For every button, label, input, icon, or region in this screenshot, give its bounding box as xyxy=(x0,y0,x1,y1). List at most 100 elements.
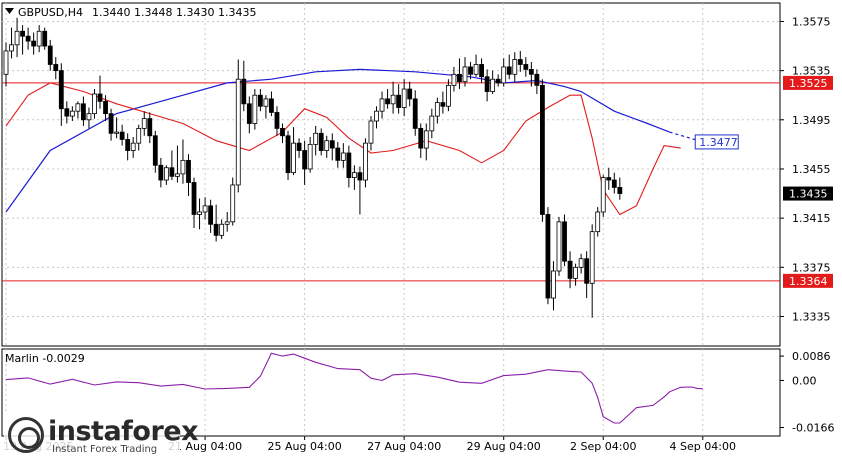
candle xyxy=(202,197,208,220)
candle-body-bull xyxy=(263,98,269,107)
candle-body-bear xyxy=(329,140,335,149)
candle xyxy=(351,165,357,190)
ohlc-readout: 1.3440 1.3448 1.3430 1.3435 xyxy=(92,6,256,19)
candle xyxy=(617,177,623,200)
candle-body-bear xyxy=(47,45,53,65)
candle xyxy=(363,138,368,188)
candle-body-bear xyxy=(186,159,191,183)
candle-body-bear xyxy=(335,147,341,161)
candle xyxy=(180,139,186,184)
candle xyxy=(340,143,346,168)
candle xyxy=(246,96,252,134)
candle xyxy=(534,69,540,94)
candle-body-bull xyxy=(556,221,562,272)
level-price-tag xyxy=(783,273,833,288)
candle-body-bear xyxy=(119,131,125,140)
candle-body-bear xyxy=(440,102,446,107)
candle-body-bull xyxy=(429,115,435,132)
candle xyxy=(335,141,341,168)
candle-body-bull xyxy=(573,266,578,279)
candle xyxy=(263,95,269,119)
candle xyxy=(103,95,108,122)
candle-body-bull xyxy=(324,140,330,151)
candle xyxy=(501,58,507,87)
candle xyxy=(20,25,25,55)
main-chart-frame xyxy=(1,2,781,347)
candle-body-bull xyxy=(451,73,457,86)
level-price-tag xyxy=(783,75,833,90)
candle xyxy=(119,124,125,146)
candle-body-bull xyxy=(595,211,601,233)
candle-body-bull xyxy=(374,110,379,122)
candle xyxy=(163,165,169,185)
candle-body-bear xyxy=(147,118,153,137)
candle xyxy=(556,216,562,276)
candle-body-bull xyxy=(390,94,396,105)
candle-body-bear xyxy=(125,139,131,151)
candle xyxy=(562,214,567,267)
price-axis[interactable]: 1.35751.35351.34951.34551.34151.33751.33… xyxy=(694,15,833,323)
candle xyxy=(130,137,136,158)
candle xyxy=(589,224,595,318)
candle-body-bear xyxy=(506,66,512,75)
candle xyxy=(42,27,48,50)
candle xyxy=(97,75,103,109)
candle xyxy=(412,90,418,136)
candle-body-bear xyxy=(302,150,308,170)
candle xyxy=(396,84,402,114)
candle-body-bear xyxy=(274,112,280,129)
candle-body-bear xyxy=(191,182,197,215)
moving-averages xyxy=(5,68,703,216)
candle xyxy=(58,63,64,126)
candle-body-bear xyxy=(495,78,501,84)
candle xyxy=(224,211,230,232)
candle xyxy=(545,207,551,305)
candle xyxy=(385,89,390,109)
oscillator-frame xyxy=(1,348,781,437)
candle xyxy=(584,251,590,299)
candle-body-bear xyxy=(617,187,623,194)
candle xyxy=(600,175,606,217)
candle xyxy=(108,108,114,141)
candle xyxy=(86,107,92,129)
candle-body-bull xyxy=(445,84,451,107)
candle-body-bull xyxy=(551,270,556,299)
oscillator-axis[interactable]: 0.0086 0.00 -0.0166 xyxy=(780,350,834,434)
candle xyxy=(136,124,142,151)
candle-body-bear xyxy=(523,64,529,70)
candle xyxy=(390,81,396,114)
candle xyxy=(540,79,545,222)
symbol-label: GBPUSD,H4 xyxy=(18,6,83,19)
candle xyxy=(595,207,601,237)
candle xyxy=(285,130,291,181)
candle xyxy=(230,177,236,226)
candle xyxy=(457,58,462,90)
candle-body-bull xyxy=(401,88,407,108)
candle xyxy=(512,52,518,82)
candle-body-bull xyxy=(130,142,136,151)
candle-body-bear xyxy=(534,73,540,86)
candle xyxy=(506,54,512,80)
candle xyxy=(69,106,75,122)
candle-body-bear xyxy=(479,64,484,78)
candle-body-bear xyxy=(53,64,59,72)
candle-body-bear xyxy=(296,142,302,151)
time-tick-label: 27 Aug 04:00 xyxy=(367,440,441,453)
candle-body-bull xyxy=(512,59,518,75)
candle xyxy=(92,89,97,119)
collapse-triangle-icon[interactable] xyxy=(5,8,14,14)
candle-body-bull xyxy=(69,110,75,117)
marlin-line xyxy=(5,352,703,424)
candle xyxy=(197,198,202,230)
candle xyxy=(36,25,42,53)
candle-body-bear xyxy=(257,94,263,107)
osc-tick-label: -0.0166 xyxy=(792,421,834,434)
candle xyxy=(208,199,214,233)
candle xyxy=(379,91,385,119)
forecast-price-tag xyxy=(694,134,739,150)
candle xyxy=(141,111,147,136)
candle-body-bull xyxy=(600,177,606,213)
candle xyxy=(423,123,429,161)
candle-body-bull xyxy=(180,159,186,175)
candle-body-bear xyxy=(103,100,108,115)
